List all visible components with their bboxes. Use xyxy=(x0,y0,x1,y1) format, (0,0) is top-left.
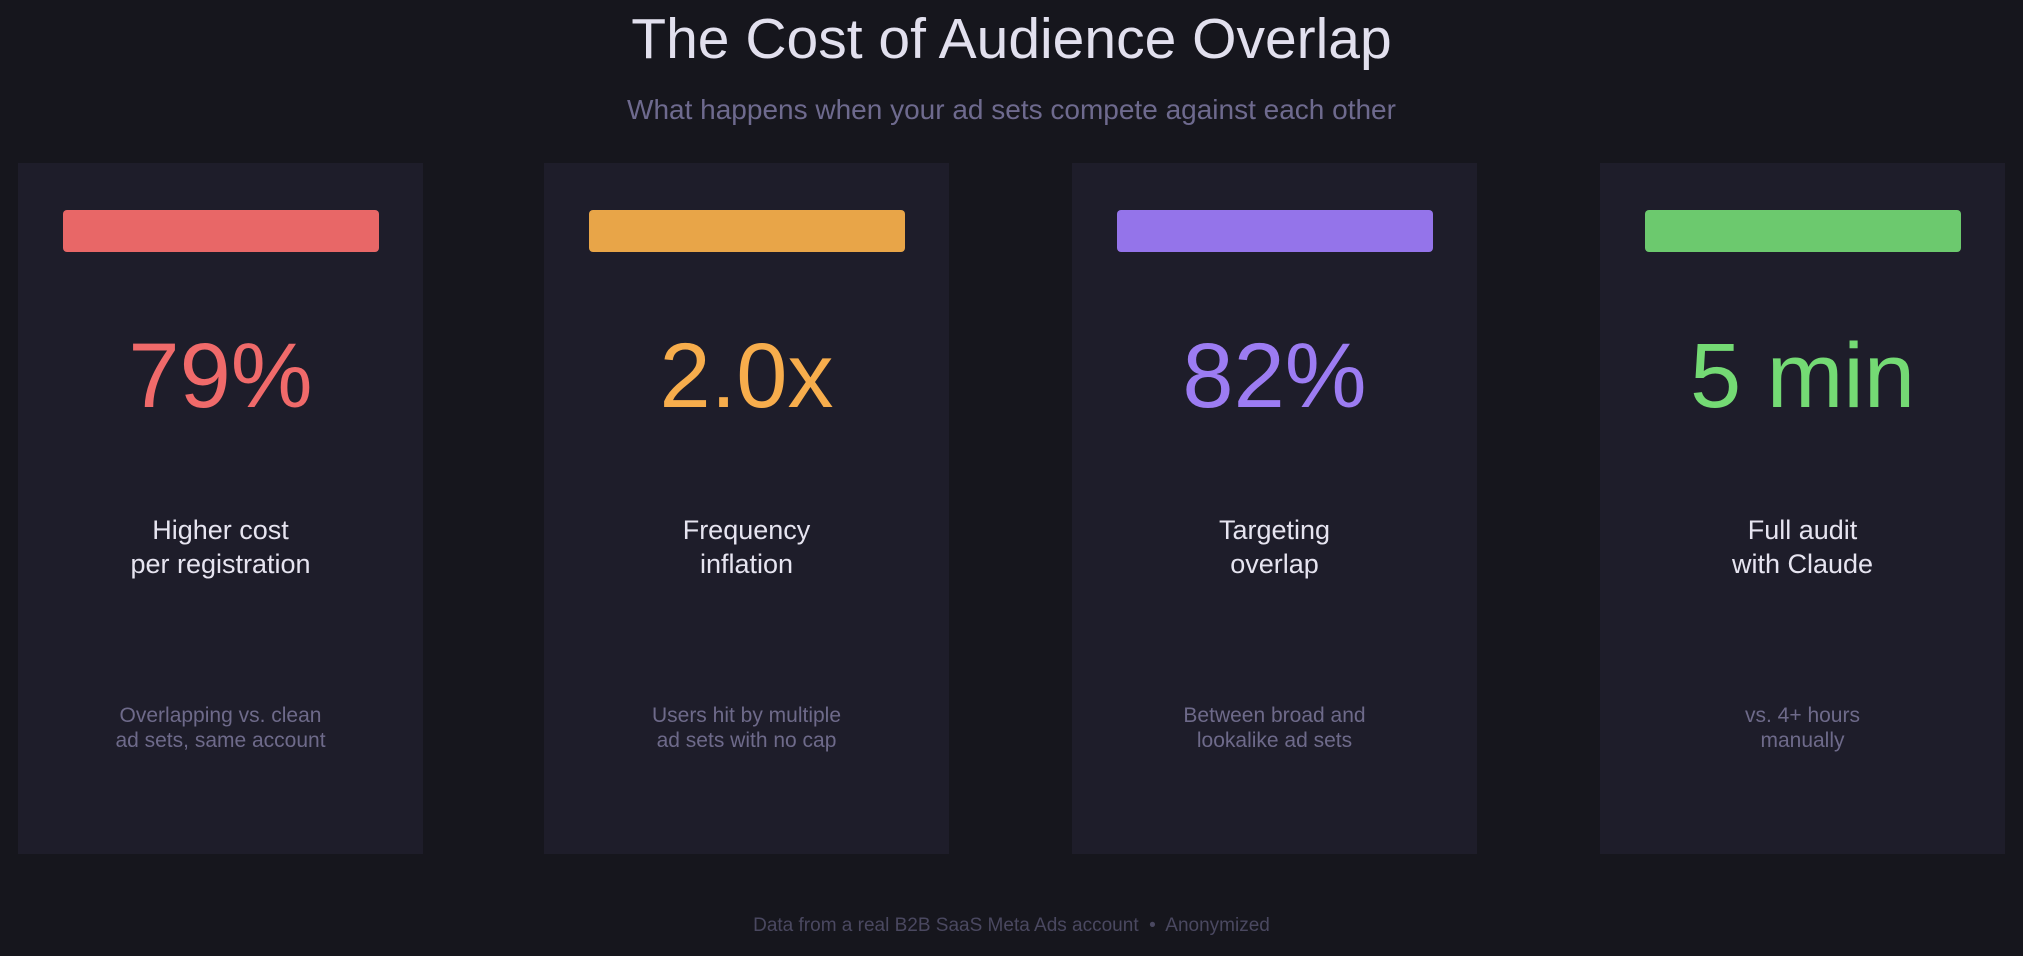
stat-label: Full audit with Claude xyxy=(1600,513,2005,581)
stat-label: Targeting overlap xyxy=(1072,513,1477,581)
note-line: vs. 4+ hours xyxy=(1745,704,1860,727)
label-line: Full audit xyxy=(1747,515,1858,545)
stat-value: 79% xyxy=(128,325,313,427)
note-line: Users hit by multiple xyxy=(651,704,842,727)
label-line: with Claude xyxy=(1731,549,1874,579)
label-line: per registration xyxy=(130,549,311,579)
note-line: ad sets with no cap xyxy=(656,729,837,752)
stat-card: 5 min Full audit with Claude vs. 4+ hours ma… xyxy=(1600,163,2005,854)
label-line: Targeting xyxy=(1218,515,1331,545)
note-line: ad sets, same account xyxy=(115,729,326,752)
stat-note: Users hit by multiple ad sets with no cap xyxy=(544,703,949,753)
stat-card: 82% Targeting overlap Between broad and look… xyxy=(1072,163,1477,854)
stat-value: 5 min xyxy=(1690,325,1915,427)
label-line: inflation xyxy=(699,549,794,579)
stat-note: Between broad and lookalike ad sets xyxy=(1072,703,1477,753)
accent-bar xyxy=(1117,210,1433,252)
stat-value: 2.0x xyxy=(659,325,834,427)
subtitle: What happens when your ad sets compete a… xyxy=(627,94,1396,125)
stat-card: 2.0x Frequency inflation Users hit by multi… xyxy=(544,163,949,854)
label-line: overlap xyxy=(1230,549,1319,579)
label-line: Frequency xyxy=(682,515,811,545)
note-line: lookalike ad sets xyxy=(1196,729,1353,752)
accent-bar xyxy=(589,210,905,252)
note-line: manually xyxy=(1760,729,1845,752)
note-line: Between broad and xyxy=(1183,704,1366,727)
accent-bar xyxy=(1645,210,1961,252)
stat-note: Overlapping vs. clean ad sets, same accou… xyxy=(18,703,423,753)
label-line: Higher cost xyxy=(152,515,289,545)
note-line: Overlapping vs. clean xyxy=(119,704,322,727)
title: The Cost of Audience Overlap xyxy=(631,7,1392,71)
stat-card: 79% Higher cost per registration Overlappin… xyxy=(18,163,423,854)
stat-label: Frequency inflation xyxy=(544,513,949,581)
stat-note: vs. 4+ hours manually xyxy=(1600,703,2005,753)
footer: Data from a real B2B SaaS Meta Ads accou… xyxy=(753,915,1270,936)
stat-value: 82% xyxy=(1182,325,1367,427)
stat-label: Higher cost per registration xyxy=(18,513,423,581)
accent-bar xyxy=(63,210,379,252)
